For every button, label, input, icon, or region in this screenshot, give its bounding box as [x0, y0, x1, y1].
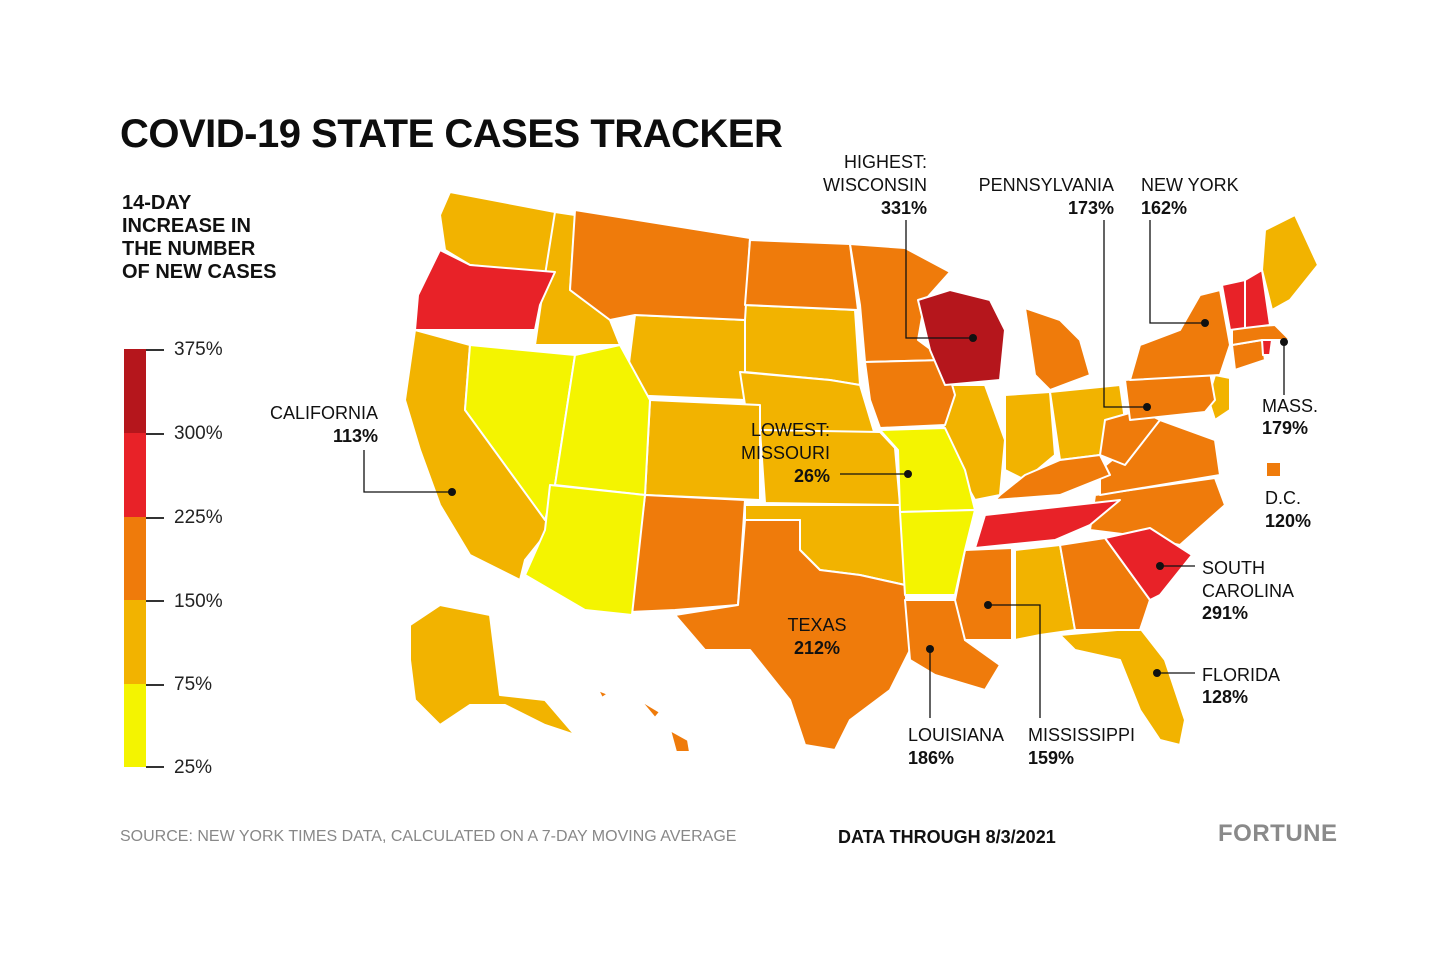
callout-label: LOWEST: [751, 420, 830, 440]
legend-swatch-darkred [124, 349, 146, 433]
state-montana [569, 209, 751, 321]
state-maine [1261, 214, 1319, 311]
legend-swatch-red [124, 433, 146, 517]
legend-title: 14-DAY INCREASE IN THE NUMBER OF NEW CAS… [122, 192, 277, 283]
state-arizona [524, 484, 646, 616]
legend-tick [146, 600, 164, 602]
legend-swatch-amber [124, 600, 146, 684]
callout-label: WISCONSIN [823, 175, 927, 195]
legend-tick [146, 349, 164, 351]
callout-label: HIGHEST: [844, 152, 927, 172]
legend-tick-label: 375% [174, 339, 223, 360]
legend-tick [146, 433, 164, 435]
state-arkansas [899, 509, 976, 596]
callout-label: SOUTH [1202, 558, 1265, 578]
callout-value: 186% [908, 748, 954, 768]
state-rhode-island [1261, 339, 1273, 356]
callout-label: MASS. [1262, 396, 1318, 416]
source-note: SOURCE: NEW YORK TIMES DATA, CALCULATED … [120, 828, 737, 845]
state-south-carolina [1104, 527, 1193, 601]
callout-value: 173% [1068, 198, 1114, 218]
data-through-date: DATA THROUGH 8/3/2021 [838, 827, 1056, 847]
callout-dc: D.C. 120% [1265, 488, 1311, 531]
state-kentucky [994, 454, 1111, 501]
callout-new-york: NEW YORK 162% [1141, 175, 1239, 218]
state-north-dakota [744, 239, 859, 311]
state-hawaii [597, 689, 691, 753]
state-texas [674, 519, 911, 751]
legend-tick-label: 25% [174, 757, 213, 778]
state-kansas [759, 429, 901, 506]
dc-marker [1267, 463, 1280, 476]
callout-mississippi: MISSISSIPPI 159% [1028, 725, 1135, 768]
callout-value: 291% [1202, 603, 1248, 623]
callout-value: 128% [1202, 687, 1248, 707]
legend-tick-label: 300% [174, 423, 223, 444]
state-alaska [409, 604, 576, 736]
state-georgia [1059, 537, 1151, 631]
legend-tick-label: 225% [174, 507, 223, 528]
callout-mass: MASS. 179% [1262, 396, 1318, 438]
callout-value: 120% [1265, 511, 1311, 531]
callout-label: D.C. [1265, 488, 1301, 508]
callout-texas: TEXAS 212% [787, 615, 846, 658]
legend-swatch-yellow [124, 684, 146, 767]
state-utah [554, 344, 651, 496]
color-legend [124, 349, 146, 767]
callout-california: CALIFORNIA 113% [270, 403, 378, 446]
callout-label: TEXAS [787, 615, 846, 635]
callout-value: 212% [794, 638, 840, 658]
callout-florida: FLORIDA 128% [1202, 665, 1280, 707]
state-oregon [414, 249, 556, 331]
legend-tick [146, 766, 164, 768]
callout-leaders [363, 220, 1288, 718]
callout-label: MISSOURI [741, 443, 830, 463]
callout-value: 179% [1262, 418, 1308, 438]
callout-label: PENNSYLVANIA [979, 175, 1114, 195]
callout-label: CALIFORNIA [270, 403, 378, 423]
callout-value: 331% [881, 198, 927, 218]
callout-label: FLORIDA [1202, 665, 1280, 685]
state-new-hampshire [1244, 269, 1271, 329]
legend-tick-label: 150% [174, 591, 223, 612]
callout-label: MISSISSIPPI [1028, 725, 1135, 745]
state-new-mexico [629, 494, 746, 613]
state-north-carolina [1089, 477, 1226, 546]
fortune-logo: FORTUNE [1218, 820, 1338, 847]
callout-label: CAROLINA [1202, 581, 1294, 601]
state-minnesota [849, 243, 951, 363]
callout-value: 26% [794, 466, 830, 486]
legend-tick-label: 75% [174, 674, 213, 695]
state-michigan [1024, 307, 1091, 391]
callout-missouri: LOWEST: MISSOURI 26% [741, 420, 830, 486]
legend-tick [146, 684, 164, 686]
legend-tick [146, 517, 164, 519]
callout-value: 162% [1141, 198, 1187, 218]
callout-pennsylvania: PENNSYLVANIA 173% [979, 175, 1114, 218]
callout-value: 159% [1028, 748, 1074, 768]
state-florida [1059, 627, 1186, 746]
state-mississippi [954, 547, 1013, 641]
callout-south-carolina: SOUTH CAROLINA 291% [1202, 558, 1294, 623]
callout-label: LOUISIANA [908, 725, 1004, 745]
callout-wisconsin: HIGHEST: WISCONSIN 331% [823, 152, 927, 218]
state-alabama [1014, 544, 1076, 641]
callout-label: NEW YORK [1141, 175, 1239, 195]
state-tennessee [974, 499, 1121, 549]
callout-value: 113% [333, 426, 378, 446]
state-new-york [1129, 289, 1231, 381]
page-title: COVID-19 STATE CASES TRACKER [120, 112, 783, 156]
legend-swatch-orange [124, 517, 146, 600]
callout-louisiana: LOUISIANA 186% [908, 725, 1004, 768]
